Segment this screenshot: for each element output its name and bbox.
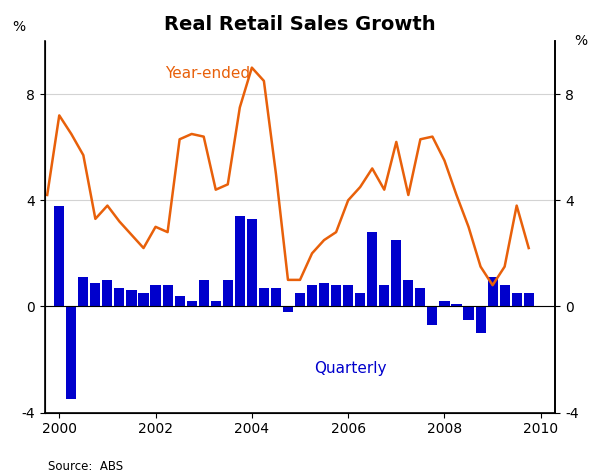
- Text: Year-ended: Year-ended: [165, 66, 250, 81]
- Bar: [476, 306, 485, 333]
- Bar: [295, 293, 305, 306]
- Bar: [403, 280, 413, 306]
- Bar: [139, 293, 149, 306]
- Bar: [271, 288, 281, 306]
- Bar: [415, 288, 425, 306]
- Bar: [331, 285, 341, 306]
- Bar: [187, 301, 197, 306]
- Bar: [367, 232, 377, 306]
- Bar: [488, 277, 497, 306]
- Bar: [151, 285, 161, 306]
- Bar: [235, 216, 245, 306]
- Bar: [391, 240, 401, 306]
- Bar: [319, 283, 329, 306]
- Bar: [115, 288, 124, 306]
- Bar: [223, 280, 233, 306]
- Bar: [500, 285, 509, 306]
- Bar: [439, 301, 449, 306]
- Title: Real Retail Sales Growth: Real Retail Sales Growth: [164, 15, 436, 34]
- Bar: [199, 280, 209, 306]
- Bar: [103, 280, 112, 306]
- Bar: [524, 293, 534, 306]
- Bar: [259, 288, 269, 306]
- Bar: [54, 206, 64, 306]
- Bar: [343, 285, 353, 306]
- Bar: [355, 293, 365, 306]
- Bar: [66, 306, 76, 399]
- Bar: [91, 283, 100, 306]
- Bar: [379, 285, 389, 306]
- Text: Quarterly: Quarterly: [314, 361, 387, 376]
- Y-axis label: %: %: [574, 34, 587, 48]
- Bar: [463, 306, 473, 320]
- Bar: [512, 293, 522, 306]
- Bar: [283, 306, 293, 312]
- Bar: [175, 296, 185, 306]
- Bar: [307, 285, 317, 306]
- Bar: [211, 301, 221, 306]
- Bar: [427, 306, 437, 325]
- Bar: [78, 277, 88, 306]
- Bar: [127, 291, 137, 306]
- Y-axis label: %: %: [13, 19, 26, 34]
- Text: Source:  ABS: Source: ABS: [48, 460, 123, 473]
- Bar: [247, 219, 257, 306]
- Bar: [451, 304, 461, 306]
- Bar: [163, 285, 173, 306]
